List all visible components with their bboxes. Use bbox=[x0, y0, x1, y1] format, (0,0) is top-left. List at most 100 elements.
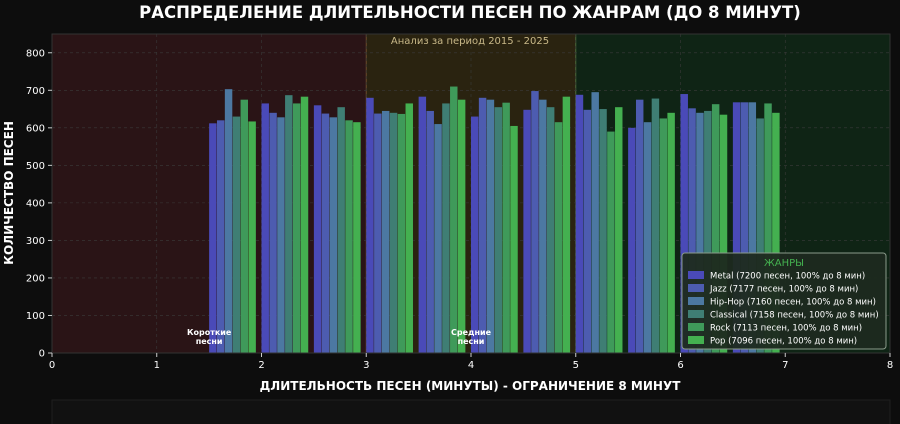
bar-s1-b8 bbox=[635, 99, 644, 353]
bar-s3-b10 bbox=[756, 118, 764, 353]
bar-s2-b7 bbox=[591, 92, 599, 353]
bar-s5-b6 bbox=[562, 96, 571, 353]
x-axis-label: ДЛИТЕЛЬНОСТЬ ПЕСЕН (МИНУТЫ) - ОГРАНИЧЕНИ… bbox=[260, 379, 682, 393]
bar-s2-b2 bbox=[329, 117, 338, 353]
x-tick-label-0: 0 bbox=[49, 360, 55, 371]
bar-s3-b4 bbox=[442, 103, 450, 353]
bar-s4-b6 bbox=[554, 122, 563, 353]
bar-s3-b6 bbox=[546, 107, 555, 354]
bar-s1-b4 bbox=[426, 110, 434, 353]
legend-label-2: Hip-Hop (7160 песен, 100% до 8 мин) bbox=[710, 298, 876, 308]
bar-s1-b2 bbox=[321, 113, 330, 354]
bar-s0-b2 bbox=[313, 105, 322, 354]
bar-s1-b6 bbox=[531, 91, 539, 353]
bar-s2-b10 bbox=[748, 102, 757, 353]
bar-s2-b9 bbox=[696, 112, 704, 353]
bar-s0-b1 bbox=[261, 103, 269, 353]
bar-s3-b1 bbox=[285, 95, 293, 353]
bar-s0-b10 bbox=[732, 102, 741, 353]
bar-s2-b6 bbox=[539, 99, 547, 353]
bar-s4-b8 bbox=[659, 118, 668, 353]
bar-s4-b5 bbox=[502, 102, 510, 353]
bar-s4-b4 bbox=[450, 86, 458, 354]
bar-s5-b0 bbox=[248, 121, 256, 353]
y-tick-label-2: 200 bbox=[26, 273, 45, 284]
y-tick-label-3: 300 bbox=[26, 236, 45, 247]
bar-s0-b4 bbox=[418, 96, 427, 353]
x-tick-label-8: 8 bbox=[887, 360, 893, 371]
bar-s3-b0 bbox=[232, 116, 241, 354]
x-tick-label-4: 4 bbox=[468, 360, 474, 371]
y-tick-label-1: 100 bbox=[26, 311, 45, 322]
region-labels: Короткие песни Средние песни bbox=[187, 328, 492, 346]
legend-swatch-3 bbox=[688, 310, 704, 318]
y-tick-label-6: 600 bbox=[26, 123, 45, 134]
bar-s3-b3 bbox=[389, 112, 398, 353]
legend-swatch-0 bbox=[688, 271, 704, 279]
bar-s0-b5 bbox=[471, 116, 479, 354]
y-tick-label-0: 0 bbox=[39, 349, 45, 360]
y-tick-label-7: 700 bbox=[26, 86, 45, 97]
x-tick-label-2: 2 bbox=[258, 360, 264, 371]
x-tick-label-1: 1 bbox=[154, 360, 160, 371]
bar-s1-b5 bbox=[478, 97, 487, 353]
bar-s4-b9 bbox=[711, 104, 720, 354]
region-label-1: Средние песни bbox=[451, 328, 492, 346]
x-tick-label-3: 3 bbox=[363, 360, 369, 371]
bar-s5-b9 bbox=[719, 114, 728, 353]
bar-s5-b10 bbox=[772, 112, 780, 353]
bar-s5-b1 bbox=[300, 96, 309, 353]
axis-ticks: 0 100 200 300 400 500 600 700 800 0 1 2 3 4 5 6 7 8 bbox=[26, 48, 893, 371]
bar-s0-b3 bbox=[366, 97, 374, 353]
bar-s5-b7 bbox=[615, 107, 623, 354]
bar-s1-b3 bbox=[374, 113, 382, 354]
legend-box bbox=[681, 252, 887, 350]
bar-s3-b9 bbox=[704, 110, 712, 353]
x-tick-label-6: 6 bbox=[677, 360, 683, 371]
legend-items: Metal (7200 песен, 100% до 8 мин) Jazz (7… bbox=[688, 271, 879, 347]
legend-swatch-1 bbox=[688, 284, 704, 292]
y-tick-label-4: 400 bbox=[26, 198, 45, 209]
bar-s1-b0 bbox=[216, 120, 225, 353]
legend-swatch-5 bbox=[688, 336, 704, 344]
bar-s5-b8 bbox=[667, 112, 675, 353]
bar-s5-b2 bbox=[353, 122, 361, 353]
bar-s2-b8 bbox=[643, 122, 652, 353]
bar-s3-b5 bbox=[494, 107, 503, 354]
legend: ЖАНРЫ Metal (7200 песен, 100% до 8 мин) J… bbox=[681, 252, 887, 350]
bar-series bbox=[209, 86, 780, 354]
legend-label-4: Rock (7113 песен, 100% до 8 мин) bbox=[710, 324, 862, 334]
bar-s0-b7 bbox=[575, 94, 584, 354]
bar-s2-b0 bbox=[224, 89, 233, 353]
bar-s1-b1 bbox=[269, 112, 277, 353]
bar-s0-b0 bbox=[209, 123, 217, 353]
legend-title: ЖАНРЫ bbox=[764, 258, 804, 269]
y-axis-label: КОЛИЧЕСТВО ПЕСЕН bbox=[2, 121, 16, 265]
bar-s3-b7 bbox=[599, 109, 607, 353]
bar-s0-b6 bbox=[523, 109, 531, 353]
bar-s0-b9 bbox=[680, 94, 688, 353]
bar-s4-b10 bbox=[764, 103, 772, 353]
bar-s1-b9 bbox=[688, 108, 696, 354]
bar-s5-b4 bbox=[457, 99, 466, 353]
bar-s1-b10 bbox=[740, 102, 749, 353]
bar-s3-b2 bbox=[337, 107, 345, 354]
region-label-0: Короткие песни bbox=[187, 328, 232, 346]
bar-s4-b2 bbox=[345, 120, 353, 353]
legend-label-1: Jazz (7177 песен, 100% до 8 мин) bbox=[709, 285, 858, 295]
x-tick-label-5: 5 bbox=[573, 360, 579, 371]
y-tick-label-8: 800 bbox=[26, 48, 45, 59]
legend-swatch-2 bbox=[688, 297, 704, 305]
bar-s4-b7 bbox=[607, 131, 615, 353]
lower-panel-edge bbox=[51, 399, 891, 424]
bar-s2-b4 bbox=[434, 124, 442, 353]
y-tick-label-5: 500 bbox=[26, 161, 45, 172]
bar-s5-b3 bbox=[405, 103, 413, 353]
legend-label-3: Classical (7158 песен, 100% до 8 мин) bbox=[710, 311, 879, 321]
legend-label-0: Metal (7200 песен, 100% до 8 мин) bbox=[710, 272, 865, 282]
bar-s4-b0 bbox=[240, 99, 249, 353]
bar-s2-b5 bbox=[486, 99, 495, 353]
legend-swatch-4 bbox=[688, 323, 704, 331]
bar-s1-b7 bbox=[583, 109, 592, 353]
bar-s0-b8 bbox=[628, 127, 636, 353]
